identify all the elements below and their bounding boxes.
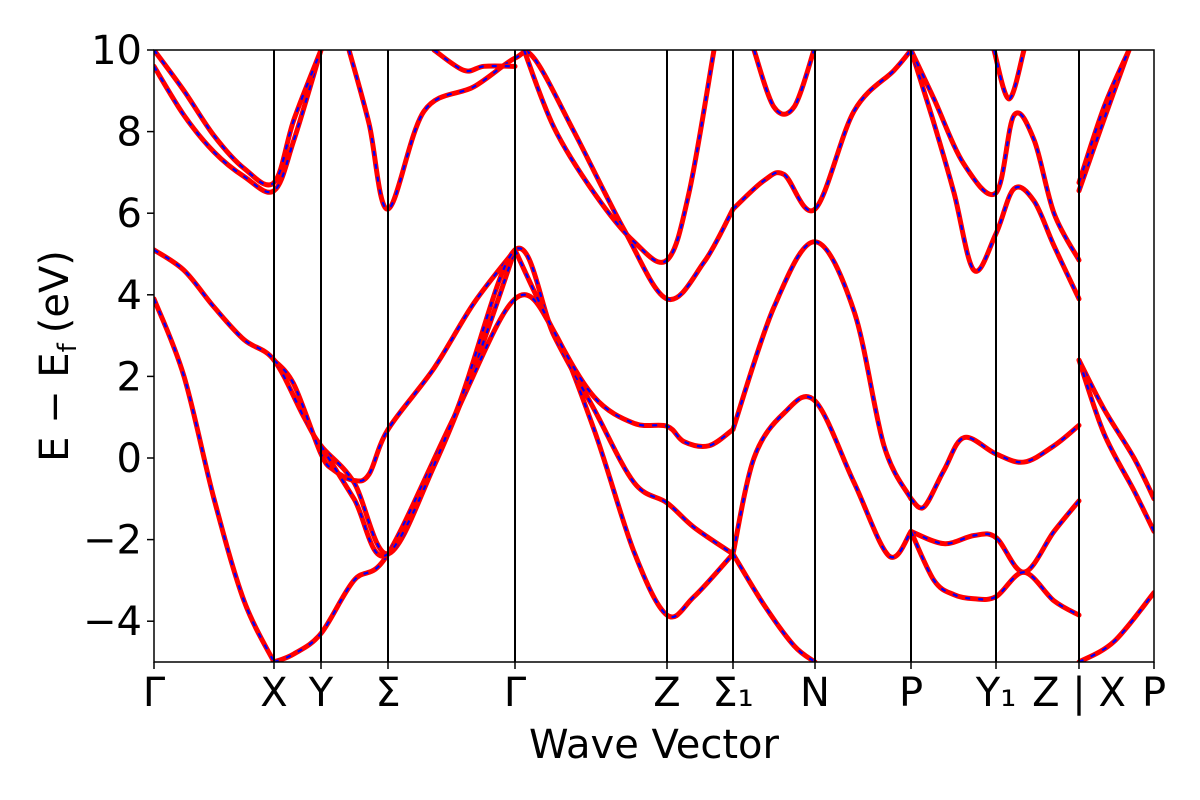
band-line-dashed-25 bbox=[992, 50, 1026, 101]
band-line-dashed-9 bbox=[732, 553, 816, 662]
x-tick-label-6: Z bbox=[653, 670, 680, 716]
band-line-18 bbox=[346, 50, 736, 302]
band-line-17 bbox=[154, 50, 324, 188]
band-line-dashed-17 bbox=[154, 50, 323, 187]
y-axis-label-sub: f bbox=[53, 342, 83, 352]
y-axis-label-main: E − E bbox=[32, 352, 78, 462]
band-line-dashed-1 bbox=[154, 298, 275, 662]
band-line-dashed-5 bbox=[320, 247, 734, 558]
band-line-dashed-18 bbox=[347, 50, 734, 301]
y-axis-ticks: 10 8 6 4 2 0 −2 −4 bbox=[83, 28, 154, 645]
y-tick-label-2: 8 bbox=[117, 110, 142, 156]
y-tick-label-6: 0 bbox=[117, 436, 142, 482]
band-line-22 bbox=[751, 50, 817, 117]
band-line-1 bbox=[154, 296, 277, 662]
y-tick-label-4: 4 bbox=[117, 273, 142, 319]
x-axis-ticks: Γ X Y Σ Γ Z Σ₁ N P Y₁ Z | X P bbox=[143, 662, 1166, 716]
x-tick-label-5: Γ bbox=[504, 670, 527, 716]
x-tick-label-11: Z | X bbox=[1032, 670, 1126, 716]
band-line-dashed-11 bbox=[910, 500, 1080, 574]
y-tick-label-5: 2 bbox=[117, 354, 142, 400]
band-line-15 bbox=[1076, 590, 1154, 662]
y-tick-label-3: 6 bbox=[117, 191, 142, 237]
y-tick-label-8: −4 bbox=[83, 599, 142, 645]
band-line-dashed-27 bbox=[1077, 50, 1131, 183]
x-tick-label-10: Y₁ bbox=[975, 670, 1016, 716]
y-axis-label-unit: (eV) bbox=[32, 250, 78, 333]
x-tick-label-1: Γ bbox=[143, 670, 166, 716]
x-tick-label-3: Y bbox=[308, 670, 334, 716]
band-line-dashed-22 bbox=[752, 50, 816, 116]
y-tick-label-1: 10 bbox=[91, 28, 142, 74]
band-line-dashed-14 bbox=[1077, 359, 1154, 532]
band-line-25 bbox=[991, 50, 1027, 102]
band-line-dashed-16 bbox=[154, 50, 323, 194]
band-line-dashed-4 bbox=[273, 249, 516, 483]
band-lines bbox=[154, 50, 1154, 662]
x-tick-label-2: X bbox=[260, 670, 287, 716]
x-tick-label-4: Σ bbox=[375, 670, 400, 716]
band-line-dashed-12 bbox=[910, 530, 1080, 617]
band-line-dashed-21 bbox=[732, 50, 912, 212]
y-tick-label-7: −2 bbox=[83, 518, 142, 564]
y-axis-label: E − Ef (eV) bbox=[32, 250, 83, 462]
band-line-7 bbox=[730, 239, 914, 502]
band-line-13 bbox=[1076, 357, 1154, 502]
x-tick-label-9: P bbox=[899, 670, 923, 716]
high-symmetry-lines bbox=[273, 50, 1080, 662]
x-tick-label-12: P bbox=[1142, 670, 1166, 716]
band-line-dashed-24 bbox=[910, 50, 1080, 261]
plot-frame bbox=[153, 49, 1155, 663]
x-axis-label: Wave Vector bbox=[529, 722, 780, 768]
band-line-9 bbox=[730, 551, 818, 662]
svg-text:E − Ef(eV): E − Ef (eV) bbox=[32, 250, 83, 462]
band-line-dashed-20 bbox=[522, 50, 716, 264]
band-line-dashed-10 bbox=[910, 424, 1080, 510]
band-line-6 bbox=[512, 247, 736, 449]
x-tick-label-7: Σ₁ bbox=[712, 670, 753, 716]
band-line-dashed-15 bbox=[1078, 591, 1154, 662]
x-tick-label-8: N bbox=[800, 670, 830, 716]
band-line-8 bbox=[730, 394, 914, 560]
band-line-dashed-8 bbox=[731, 395, 912, 559]
band-line-dashed-19 bbox=[433, 50, 516, 73]
band-line-dashed-23 bbox=[909, 50, 1080, 300]
band-line-20 bbox=[521, 50, 717, 265]
band-line-dashed-7 bbox=[731, 240, 912, 500]
